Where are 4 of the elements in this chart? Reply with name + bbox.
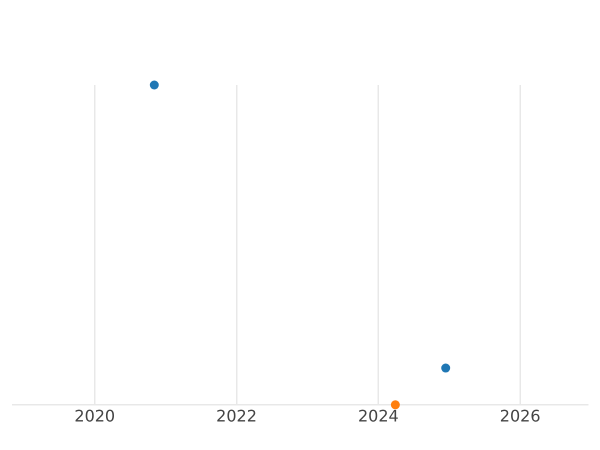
x-tick-label: 2024	[358, 406, 399, 426]
x-tick-label: 2026	[500, 406, 541, 426]
x-tick-label: 2020	[74, 406, 116, 426]
x-tick-label: 2022	[216, 406, 257, 426]
